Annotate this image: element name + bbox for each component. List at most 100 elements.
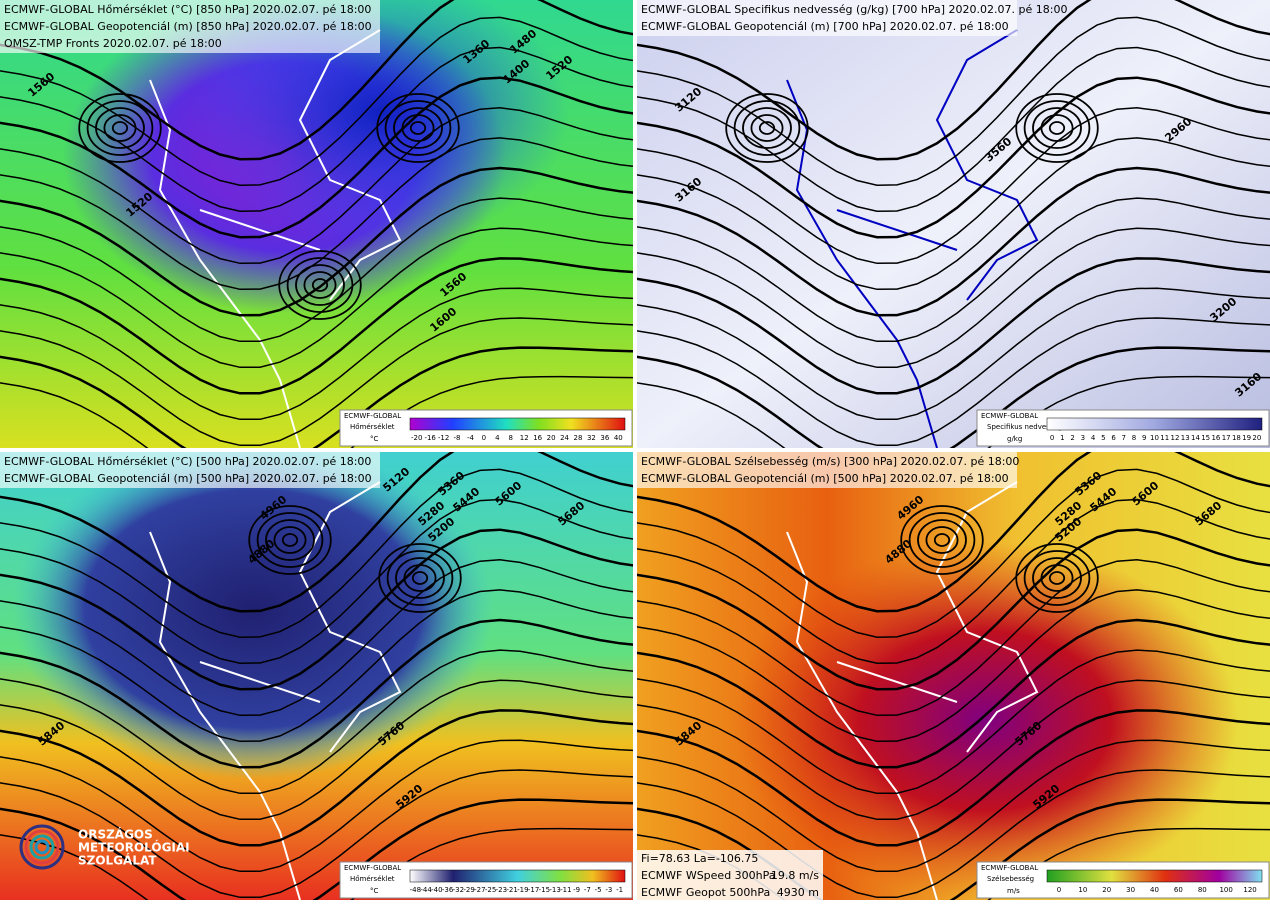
legend-label: -25 xyxy=(485,886,496,894)
header-line: ECMWF-GLOBAL Hőmérséklet (°C) [850 hPa] … xyxy=(4,3,371,16)
legend-unit: g/kg xyxy=(1007,435,1022,443)
contour xyxy=(111,121,129,135)
header-line: ECMWF-GLOBAL Geopotenciál (m) [850 hPa] … xyxy=(4,20,372,33)
header-line: ECMWF-GLOBAL Geopotenciál (m) [700 hPa] … xyxy=(641,20,1009,33)
contour xyxy=(933,533,951,547)
logo-text: SZOLGÁLAT xyxy=(78,853,157,868)
legend-label: 10 xyxy=(1150,434,1159,442)
legend-label: 13 xyxy=(1181,434,1190,442)
contour xyxy=(1032,107,1082,149)
contour xyxy=(637,468,1270,638)
legend-label: -7 xyxy=(584,886,591,894)
contour xyxy=(637,317,1270,447)
legend-label: 40 xyxy=(614,434,623,442)
contour xyxy=(637,107,1270,265)
legend-label: 14 xyxy=(1191,434,1200,442)
legend-label: -13 xyxy=(549,886,560,894)
legend-label: -21 xyxy=(506,886,517,894)
contour xyxy=(378,543,462,613)
contour xyxy=(0,197,633,343)
contour xyxy=(742,107,792,149)
contour xyxy=(908,512,976,568)
legend-label: -4 xyxy=(467,434,475,442)
contour xyxy=(0,468,633,638)
legend-label: 12 xyxy=(1171,434,1180,442)
legend-label: -19 xyxy=(517,886,528,894)
legend-label: 2 xyxy=(1070,434,1074,442)
contour xyxy=(0,0,633,161)
legend-label: 24 xyxy=(560,434,569,442)
logo-text: ORSZÁGOS xyxy=(78,827,153,842)
header-line: OMSZ-TMP Fronts 2020.02.07. pé 18:00 xyxy=(4,37,222,50)
logo-ring xyxy=(34,839,50,855)
contour xyxy=(401,114,435,142)
contour xyxy=(637,166,1270,317)
legend-title: Szélsebesség xyxy=(987,875,1034,883)
legend-label: 9 xyxy=(1142,434,1146,442)
logo-ring xyxy=(24,829,60,865)
contour xyxy=(395,557,445,599)
contour xyxy=(1040,564,1074,592)
contour xyxy=(637,709,1270,847)
legend-label: -9 xyxy=(573,886,580,894)
legend-label: 19 xyxy=(1242,434,1251,442)
header-box xyxy=(637,0,1017,36)
contour xyxy=(95,107,145,149)
legend-label: -32 xyxy=(453,886,464,894)
contour xyxy=(0,287,633,421)
contour xyxy=(0,618,633,769)
contour xyxy=(637,257,1270,395)
legend-label: 100 xyxy=(1219,886,1232,894)
legend-label: -27 xyxy=(474,886,485,894)
contour xyxy=(1023,550,1091,606)
legend-bar xyxy=(1046,869,1263,883)
contour xyxy=(281,533,299,547)
contour xyxy=(0,498,633,664)
contour xyxy=(925,526,959,554)
legend-label: 36 xyxy=(600,434,609,442)
contour xyxy=(0,589,633,743)
legend-unit: °C xyxy=(370,887,379,895)
legend-bar xyxy=(409,417,626,431)
contour xyxy=(637,287,1270,421)
contour xyxy=(637,498,1270,664)
contour xyxy=(0,798,633,900)
contour xyxy=(637,589,1270,743)
contour xyxy=(637,46,1270,212)
contour xyxy=(637,739,1270,873)
contour xyxy=(273,526,307,554)
legend-label: 20 xyxy=(547,434,556,442)
header-line: ECMWF-GLOBAL Specifikus nedvesség (g/kg)… xyxy=(641,3,1067,16)
contour xyxy=(278,250,362,320)
legend-label: -48 xyxy=(410,886,421,894)
logo-ring xyxy=(29,834,55,860)
header-box xyxy=(637,452,1017,488)
legend-label: -36 xyxy=(442,886,454,894)
contour xyxy=(758,121,776,135)
legend-label: 16 xyxy=(1211,434,1220,442)
legend-label: 8 xyxy=(1132,434,1136,442)
contour xyxy=(0,227,633,369)
contour xyxy=(0,317,633,447)
probe-position: Fi=78.63 La=-106.75 xyxy=(641,852,758,865)
probe-value: 4930 m xyxy=(777,886,819,899)
legend-label: 40 xyxy=(1150,886,1159,894)
contour xyxy=(0,649,633,795)
legend-label: -15 xyxy=(539,886,550,894)
legend-label: 32 xyxy=(587,434,596,442)
legend-source: ECMWF-GLOBAL xyxy=(981,412,1038,420)
contour xyxy=(637,346,1270,448)
contour xyxy=(311,278,329,292)
contour xyxy=(376,93,460,163)
legend-bar xyxy=(1046,417,1263,431)
contour xyxy=(286,257,354,313)
contour xyxy=(411,571,429,585)
contour xyxy=(0,257,633,395)
logo-ring xyxy=(19,824,65,870)
contour xyxy=(733,100,801,156)
legend-label: 5 xyxy=(1101,434,1105,442)
coastline xyxy=(786,481,1039,900)
contour xyxy=(0,827,633,900)
